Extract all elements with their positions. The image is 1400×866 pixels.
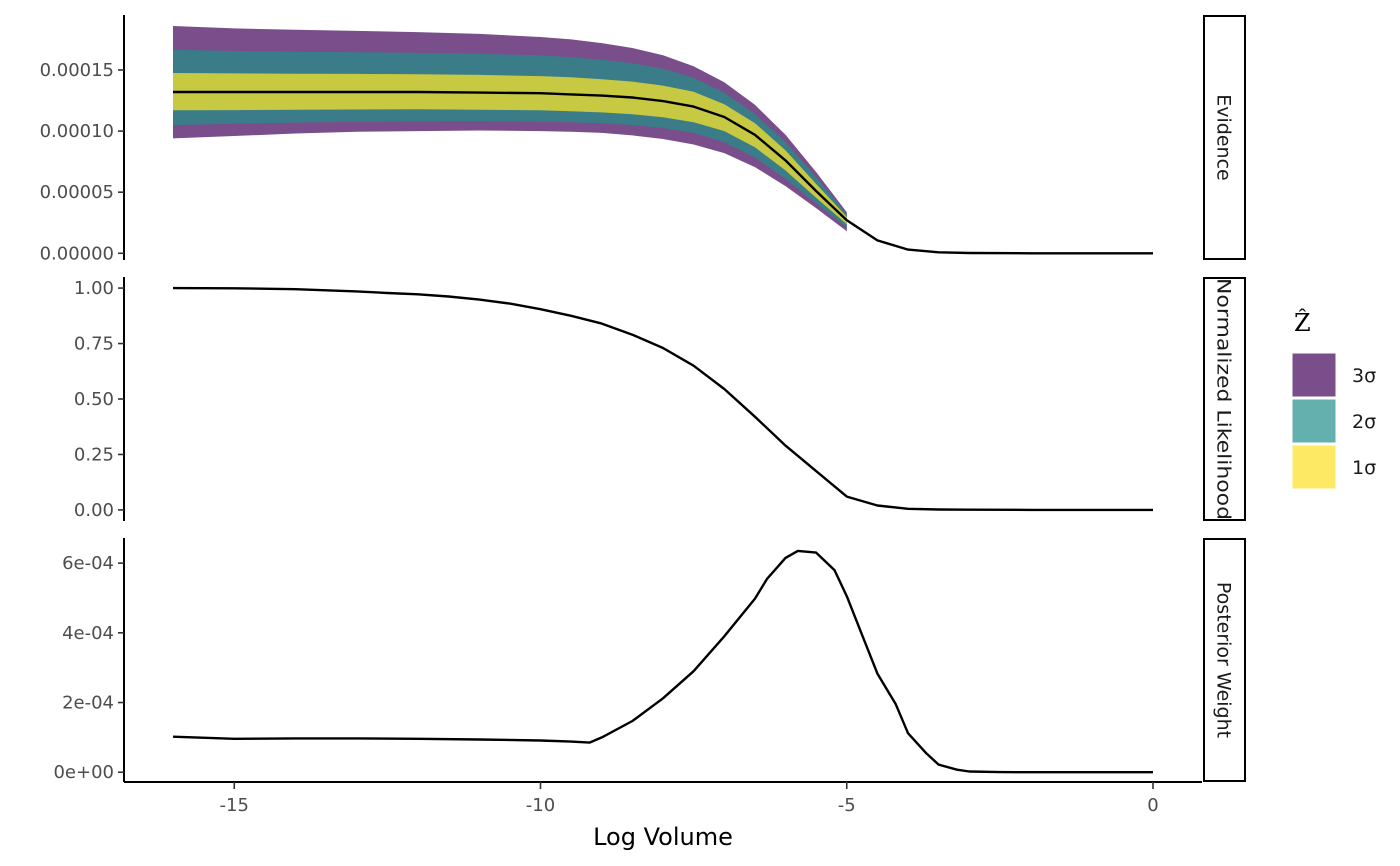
y-tick-label: 1.00 [74, 278, 114, 299]
y-tick-label: 4e-04 [62, 623, 114, 644]
strip-label: Evidence [1213, 94, 1235, 180]
panels-layer: 0.000000.000050.000100.00015Evidence0.00… [40, 15, 1246, 783]
y-tick-label: 0.50 [74, 389, 114, 410]
x-tick-label: -15 [220, 795, 249, 816]
y-tick-label: 0.00 [74, 500, 114, 521]
series-line [172, 286, 1153, 512]
x-axis-title: Log Volume [593, 823, 733, 851]
legend-key [1291, 444, 1337, 490]
y-tick-label: 0e+00 [53, 762, 114, 783]
band-1sigma [173, 73, 847, 225]
series-line [173, 90, 1153, 255]
legend-entries: 3σ 2σ 1σ [1291, 352, 1376, 490]
y-tick-label: 2e-04 [62, 693, 114, 714]
x-tick-label: 0 [1147, 795, 1158, 816]
y-tick-label: 6e-04 [62, 553, 114, 574]
y-tick-label: 0.00005 [40, 182, 114, 203]
y-tick-label: 0.00010 [40, 121, 114, 142]
legend-key [1291, 352, 1337, 398]
legend: Ẑ 3σ 2σ 1σ [1291, 308, 1376, 490]
strip-label: Normalized Likelihood [1213, 278, 1235, 520]
x-tick-label: -10 [526, 795, 555, 816]
y-tick-label: 0.00015 [40, 60, 114, 81]
y-tick-label: 0.75 [74, 334, 114, 355]
y-tick-label: 0.00000 [40, 243, 114, 264]
legend-key [1291, 398, 1337, 444]
legend-label: 2σ [1352, 411, 1376, 433]
strip-box [1203, 277, 1246, 521]
series-line [172, 549, 1153, 774]
strip-box [1203, 538, 1246, 782]
y-tick-label: 0.25 [74, 444, 114, 465]
strip-box [1203, 15, 1246, 260]
legend-label: 3σ [1352, 365, 1376, 387]
strip-label: Posterior Weight [1213, 582, 1235, 738]
legend-label: 1σ [1352, 457, 1376, 479]
panel-2: 0.00 0.25 0.50 0.75 1.00 Normalized Likelihoo… [74, 277, 1246, 521]
panel-3: 0e+00 2e-04 4e-04 6e-04 Posterior Weight [53, 538, 1246, 783]
panel-1: 0.00000 0.00005 0.00010 0.00015 Evidence [40, 15, 1246, 264]
x-tick-label: -5 [838, 795, 856, 816]
x-ticks: -15 -10 -5 0 [220, 782, 1159, 816]
legend-title: Ẑ [1294, 308, 1311, 337]
